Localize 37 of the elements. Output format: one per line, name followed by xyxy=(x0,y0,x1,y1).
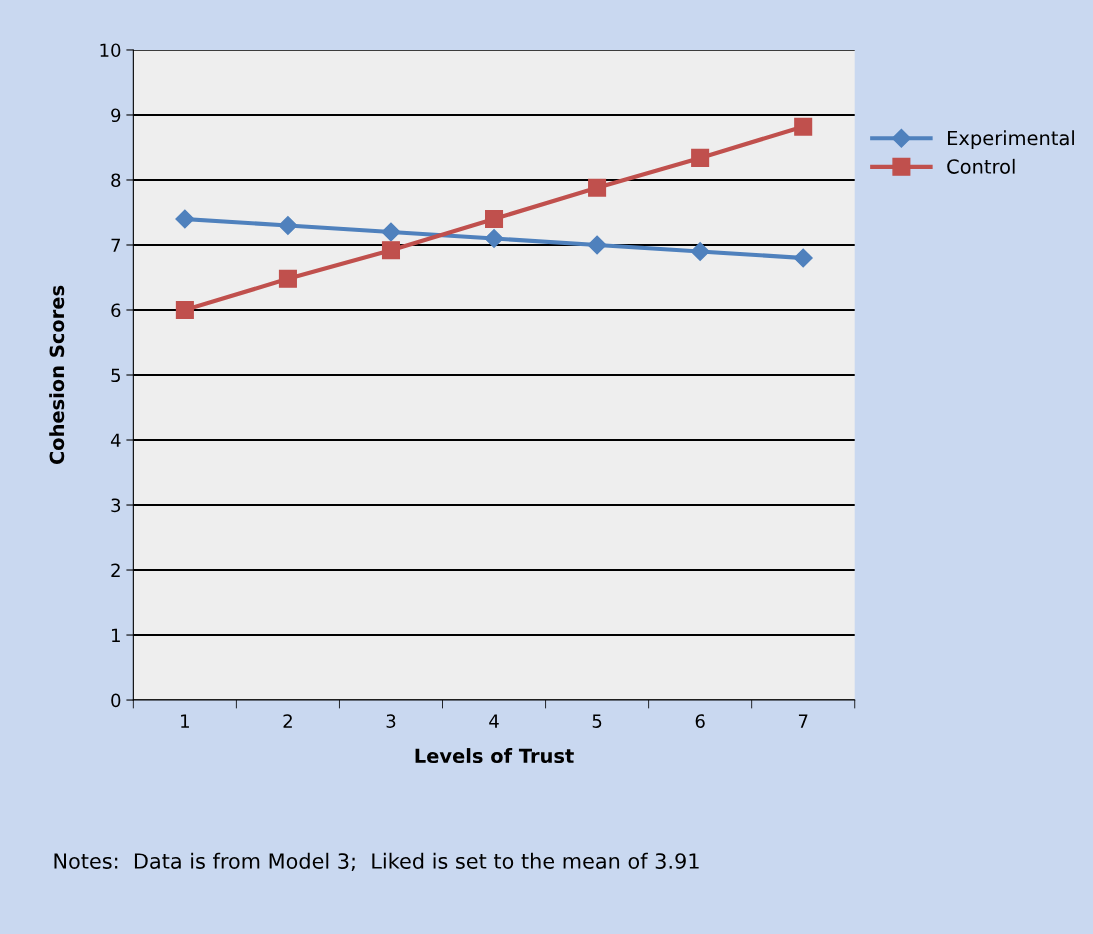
legend-label: Experimental xyxy=(948,130,1074,150)
point xyxy=(691,148,710,167)
point xyxy=(278,269,297,288)
point xyxy=(793,248,813,268)
y-tick-label: 5 xyxy=(111,368,120,383)
point xyxy=(175,209,195,229)
y-tick-label: 10 xyxy=(100,43,121,58)
point xyxy=(381,241,401,260)
point xyxy=(484,228,504,249)
point xyxy=(485,209,504,229)
y-tick-label: 4 xyxy=(110,433,121,447)
x-tick-label: 2 xyxy=(283,714,292,728)
y-axis-title: Cohesion Scores xyxy=(49,285,65,465)
x-tick-label: 6 xyxy=(695,714,705,728)
y-tick-label: 7 xyxy=(111,238,120,252)
point xyxy=(588,178,607,197)
y-tick-label: 0 xyxy=(111,693,121,708)
x-tick-label: 7 xyxy=(798,714,808,728)
y-tick-label: 8 xyxy=(111,173,121,188)
y-tick-label: 1 xyxy=(112,628,120,642)
point xyxy=(381,222,401,242)
point xyxy=(175,300,194,320)
x-axis-title: Levels of Trust xyxy=(415,748,574,764)
x-tick-label: 3 xyxy=(386,714,396,728)
text: Notes: Data is from Model 3; Liked is set to the mean of 3.91 xyxy=(54,852,699,872)
x-tick-label: 5 xyxy=(592,714,602,728)
point xyxy=(278,215,298,236)
x-tick-label: 4 xyxy=(489,714,499,728)
y-tick-label: 2 xyxy=(111,563,120,577)
point xyxy=(587,235,607,255)
point xyxy=(794,117,813,136)
legend-label: Control xyxy=(947,158,1015,174)
y-tick-label: 9 xyxy=(111,108,121,123)
x-tick-label: 1 xyxy=(181,714,189,728)
point xyxy=(690,241,710,262)
y-tick-label: 6 xyxy=(111,303,121,318)
y-tick-label: 3 xyxy=(111,498,121,513)
